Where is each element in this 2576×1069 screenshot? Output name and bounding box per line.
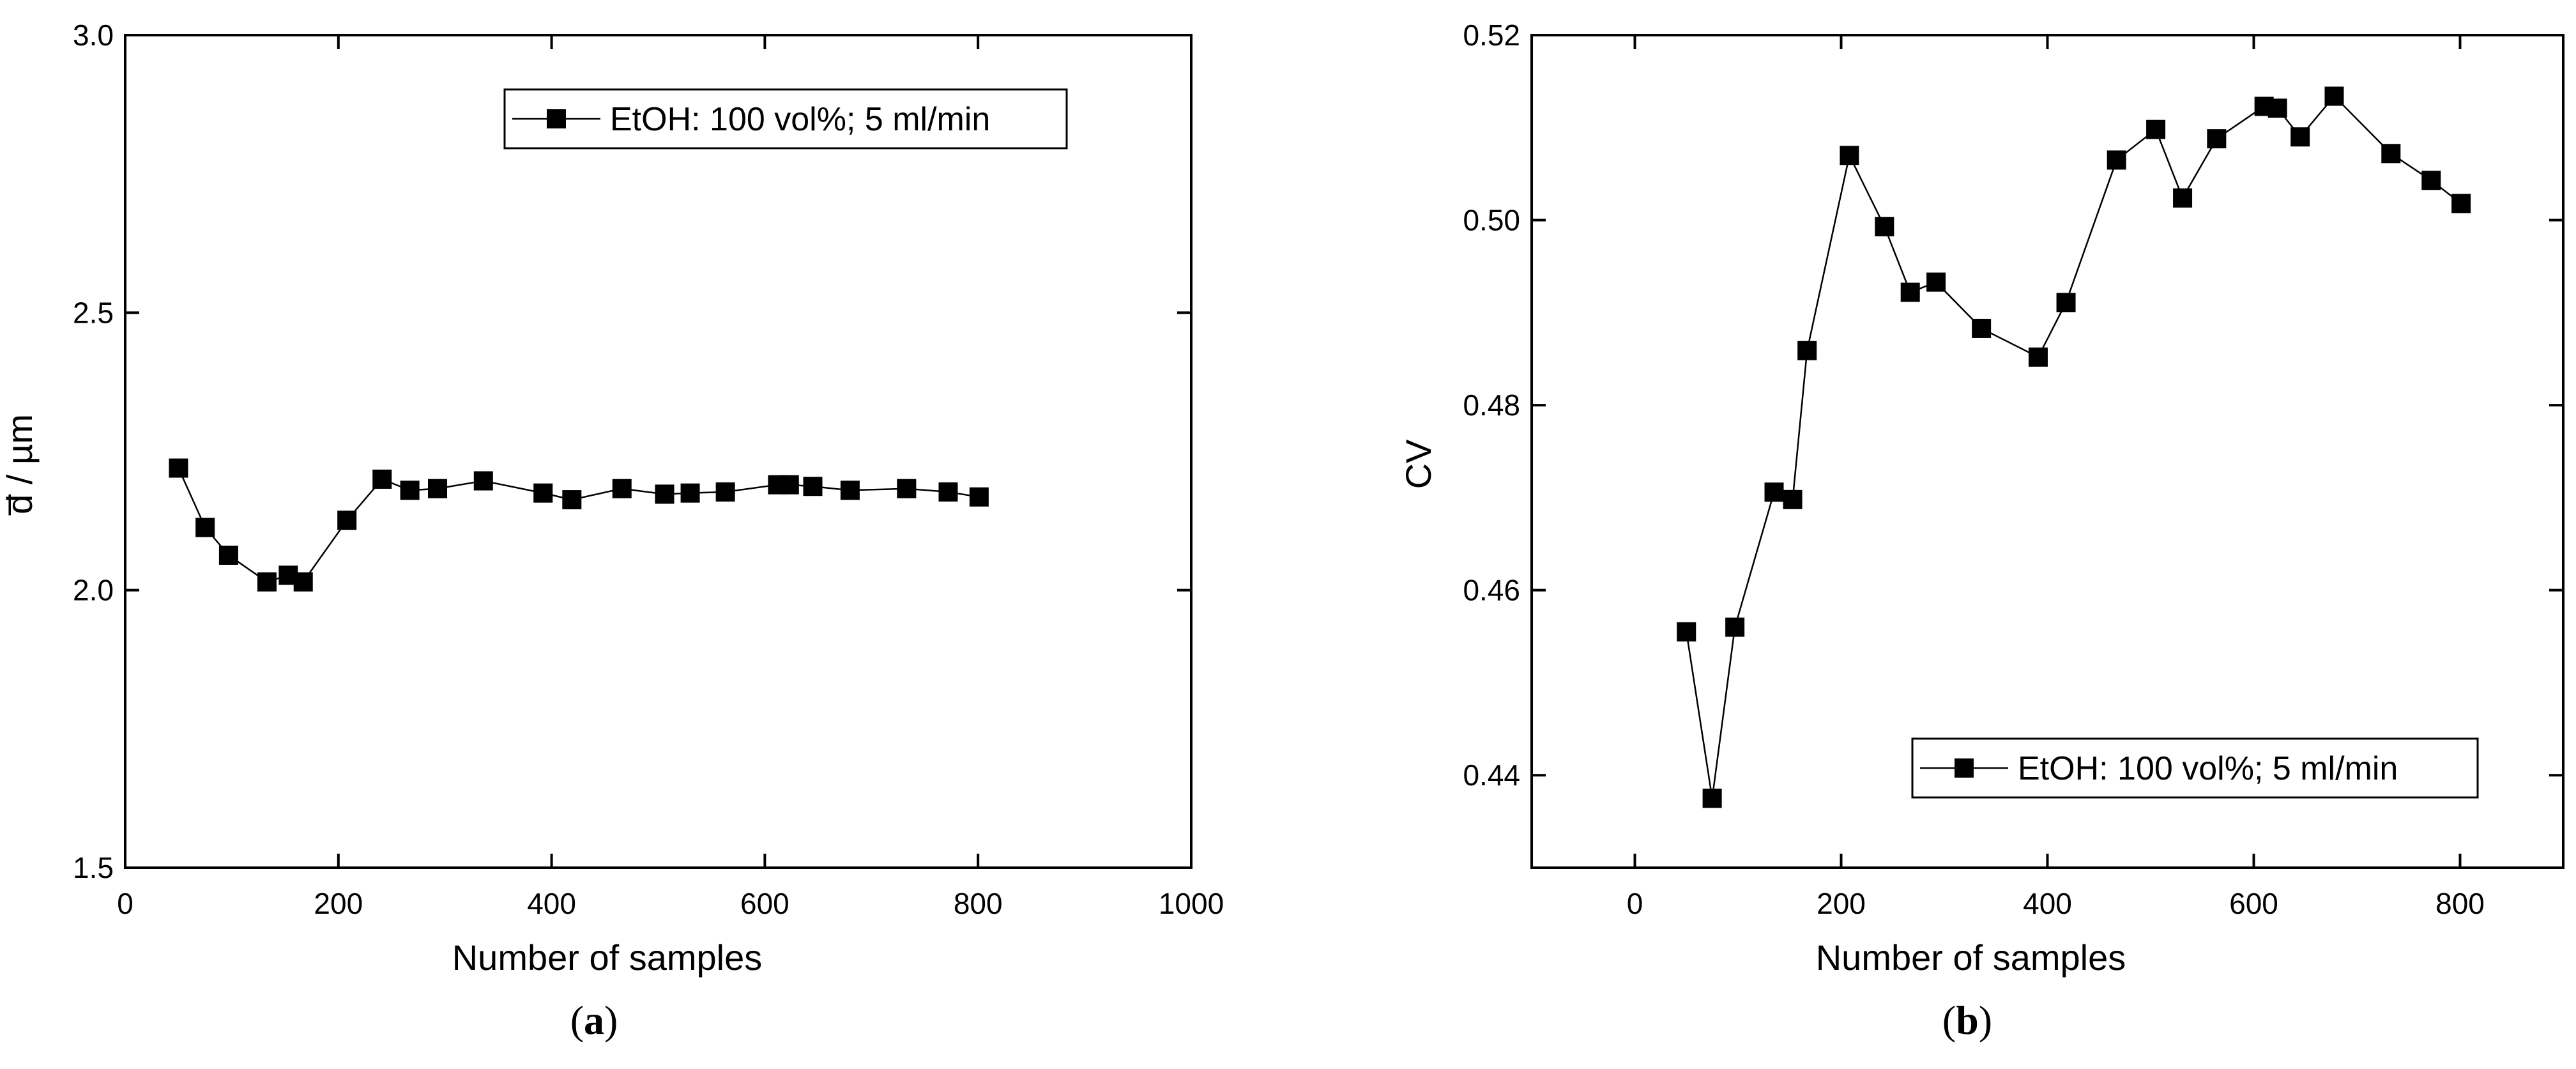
data-point [473, 471, 493, 491]
x-tick-label: 200 [1817, 887, 1866, 920]
panel-caption-a: (a) [570, 997, 618, 1043]
x-tick-label: 600 [740, 887, 789, 920]
series-line [1686, 95, 2462, 799]
x-tick-label: 800 [2435, 887, 2485, 920]
data-point [372, 469, 392, 489]
data-point [562, 490, 582, 510]
data-point [337, 511, 357, 530]
data-point [803, 477, 823, 496]
panel-caption-b: (b) [1942, 997, 1993, 1043]
x-tick-label: 200 [314, 887, 363, 920]
data-point [1677, 622, 1696, 642]
data-point [1764, 482, 1784, 502]
data-point [428, 479, 448, 498]
chart-panel-a: 0 200 400 600 800 1000 1.5 2.0 2.5 3.0 Number of s… [0, 19, 1224, 978]
y-tick-label: 0.44 [1463, 758, 1520, 792]
data-point [938, 482, 958, 502]
plot-frame [124, 34, 1193, 869]
data-point [2421, 171, 2441, 190]
x-tick-label: 400 [527, 887, 576, 920]
legend-label: EtOH: 100 vol%; 5 ml/min [610, 101, 990, 138]
data-point [1926, 272, 1946, 292]
y-tick-label: 0.50 [1463, 204, 1520, 237]
y-tick-label: 0.48 [1463, 388, 1520, 422]
x-tick-label: 600 [2229, 887, 2278, 920]
y-axis-label: CV [1398, 439, 1438, 489]
caption-letter-a: a [584, 997, 604, 1043]
data-point [169, 458, 188, 478]
y-tick-label: 2.0 [73, 574, 114, 607]
legend-label: EtOH: 100 vol%; 5 ml/min [2018, 750, 2398, 787]
x-tick-label: 0 [1627, 887, 1643, 920]
data-point [2146, 119, 2166, 139]
data-point [533, 483, 553, 503]
data-point [1783, 489, 1802, 509]
data-point [680, 483, 700, 503]
y-tick-label: 0.46 [1463, 574, 1520, 607]
x-axis-label: Number of samples [452, 937, 763, 978]
data-point [655, 484, 674, 504]
data-point [2173, 188, 2193, 208]
data-point [1702, 788, 1722, 808]
chart-panel-b: 0 200 400 600 800 0.44 0.46 0.48 0.50 0.52 Number … [1398, 19, 2565, 978]
data-point [1840, 146, 1859, 165]
x-tick-label: 800 [954, 887, 1003, 920]
caption-letter-b: b [1956, 997, 1979, 1043]
x-axis-label: Number of samples [1816, 937, 2126, 978]
data-point [2267, 98, 2287, 118]
data-point [195, 518, 215, 537]
data-point [779, 475, 799, 495]
data-point [1900, 282, 1920, 302]
data-point [2324, 86, 2344, 106]
data-point [1875, 217, 1894, 236]
y-axis-label: d̅ / µm [0, 414, 40, 516]
x-tick-label: 1000 [1159, 887, 1224, 920]
x-tick-label: 400 [2023, 887, 2072, 920]
data-point [1797, 341, 1817, 360]
data-point [2381, 144, 2401, 164]
data-point [612, 479, 632, 498]
y-tick-label: 0.52 [1463, 19, 1520, 52]
data-point [257, 572, 277, 592]
data-point [840, 481, 860, 500]
data-point [2028, 347, 2048, 367]
data-point [715, 482, 735, 502]
x-tick-label: 0 [117, 887, 133, 920]
data-point [969, 487, 989, 507]
data-point [1972, 318, 1992, 338]
data-point [1725, 617, 1745, 637]
data-point [2290, 127, 2310, 147]
y-tick-label: 1.5 [73, 851, 114, 884]
data-point [2107, 150, 2126, 170]
y-tick-label: 2.5 [73, 296, 114, 329]
data-point [293, 572, 313, 592]
data-point [400, 481, 420, 500]
data-point [897, 479, 917, 498]
legend-marker [1955, 758, 1974, 778]
legend-marker [547, 109, 566, 128]
y-tick-label: 3.0 [73, 19, 114, 52]
data-point [218, 545, 238, 565]
data-point [2056, 293, 2076, 312]
data-point [2207, 129, 2227, 149]
data-point [2451, 194, 2471, 213]
